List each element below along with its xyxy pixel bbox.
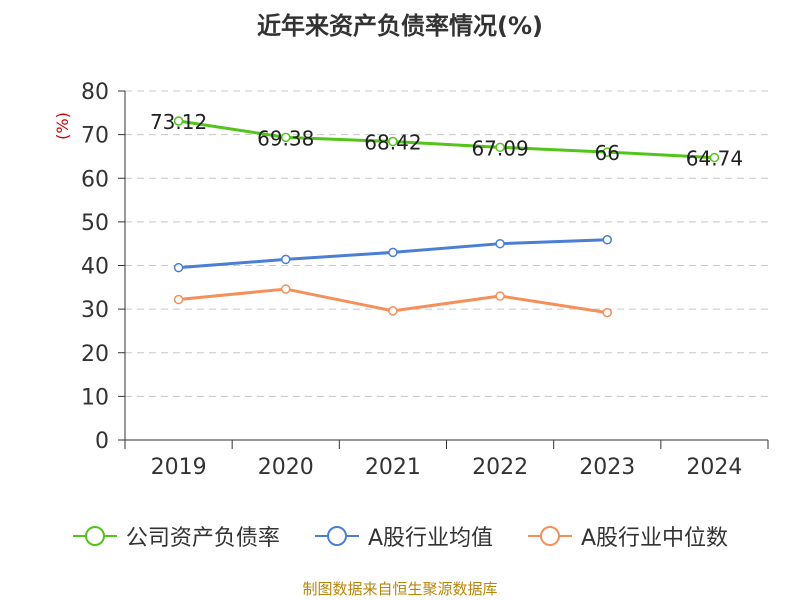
data-point — [495, 291, 505, 301]
y-tick-label: 60 — [81, 167, 109, 192]
y-tick-label: 30 — [81, 298, 109, 323]
legend-label: A股行业均值 — [367, 526, 493, 551]
x-tick-label: 2022 — [472, 455, 528, 480]
legend-circle — [326, 526, 347, 546]
legend-label: 公司资产负债率 — [125, 526, 280, 551]
x-tick-label: 2021 — [365, 455, 421, 480]
data-label: 73.12 — [150, 110, 207, 134]
data-point — [388, 136, 398, 147]
legend-item[interactable]: A股行业中位数 — [527, 520, 728, 552]
data-label: 69.38 — [257, 126, 314, 150]
data-point — [281, 254, 291, 265]
data-point — [602, 307, 612, 318]
data-point — [281, 132, 291, 143]
legend-item[interactable]: 公司资产负债率 — [72, 520, 280, 552]
x-tick-label: 2020 — [258, 455, 314, 480]
y-tick-label: 20 — [81, 342, 109, 367]
x-tick-label: 2023 — [579, 455, 635, 480]
y-tick-label: 40 — [81, 255, 109, 280]
legend-marker-icon — [72, 526, 117, 546]
data-point — [495, 238, 505, 249]
legend-marker-icon — [314, 526, 359, 546]
data-point — [388, 306, 398, 316]
chart-legend: 公司资产负债率 A股行业均值 A股行业中位数 — [0, 518, 800, 554]
data-label: 64.74 — [686, 147, 743, 171]
data-label: 68.42 — [364, 131, 421, 155]
data-point — [602, 235, 612, 245]
data-point — [173, 262, 184, 273]
legend-circle — [84, 526, 105, 546]
y-tick-label: 70 — [81, 124, 109, 149]
data-point — [709, 152, 720, 163]
legend-circle — [540, 526, 560, 546]
legend-item[interactable]: A股行业均值 — [314, 520, 493, 552]
data-point — [173, 294, 184, 305]
legend-label: A股行业中位数 — [581, 526, 729, 551]
x-tick-label: 2024 — [686, 455, 742, 480]
data-point — [388, 247, 398, 258]
y-tick-label: 80 — [81, 80, 109, 105]
data-label: 67.09 — [471, 136, 528, 160]
data-point — [495, 142, 505, 153]
data-point — [281, 284, 291, 294]
legend-marker-icon — [528, 526, 572, 546]
y-axis-label: (%) — [53, 112, 72, 140]
chart-title: 近年来资产负债率情况(%) — [257, 12, 543, 40]
y-tick-label: 50 — [81, 211, 109, 236]
data-point — [602, 147, 612, 157]
series-line-0 — [178, 119, 715, 160]
x-tick-label: 2019 — [151, 455, 207, 480]
data-point — [173, 116, 184, 126]
data-source-note: 制图数据来自恒生聚源数据库 — [302, 580, 498, 598]
y-tick-label: 0 — [95, 429, 109, 454]
data-label: 66 — [595, 141, 620, 165]
y-tick-label: 10 — [81, 385, 109, 410]
